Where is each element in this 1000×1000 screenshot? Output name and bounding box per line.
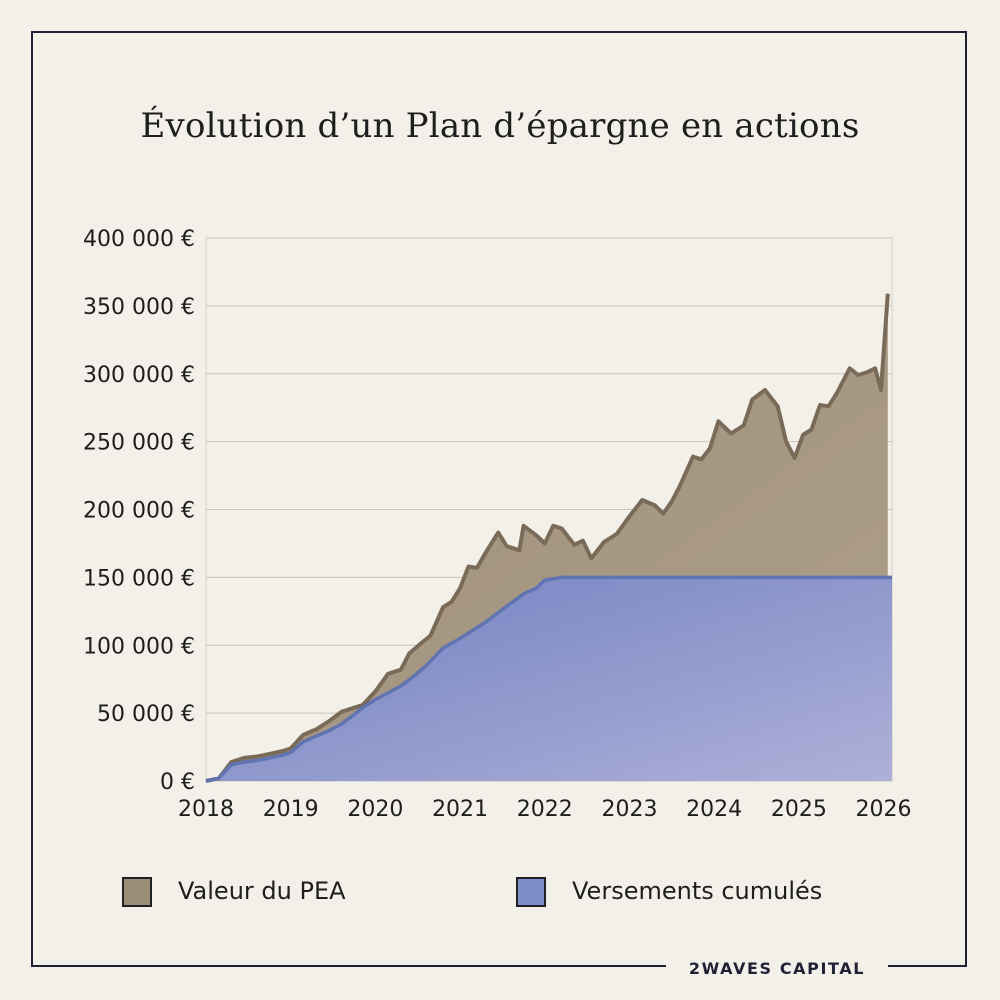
x-tick-label: 2026 — [856, 797, 912, 822]
y-tick-label: 0 € — [160, 770, 195, 795]
x-tick-label: 2024 — [686, 797, 742, 822]
y-tick-label: 200 000 € — [83, 499, 195, 524]
chart-frame — [31, 31, 967, 967]
brand-name: 2WAVES CAPITAL — [688, 959, 866, 978]
x-tick-label: 2019 — [263, 797, 319, 822]
y-tick-label: 50 000 € — [97, 702, 195, 727]
legend-label-valeur: Valeur du PEA — [178, 877, 346, 905]
x-tick-label: 2025 — [771, 797, 827, 822]
x-tick-label: 2018 — [178, 797, 234, 822]
brand-footer: 2WAVES CAPITAL — [666, 955, 888, 983]
areas — [205, 293, 892, 783]
series-line-valeur — [205, 293, 890, 783]
legend-swatch-versements-icon — [516, 877, 546, 907]
y-tick-label: 350 000 € — [83, 295, 195, 320]
y-tick-label: 250 000 € — [83, 431, 195, 456]
y-tick-label: 100 000 € — [83, 634, 195, 659]
x-tick-label: 2023 — [601, 797, 657, 822]
x-tick-label: 2021 — [432, 797, 488, 822]
series-line-versements — [205, 575, 892, 783]
series-area-versements — [206, 577, 892, 781]
legend-label-versements: Versements cumulés — [572, 877, 823, 905]
y-tick-label: 400 000 € — [83, 227, 195, 252]
y-tick-label: 150 000 € — [83, 566, 195, 591]
x-tick-label: 2020 — [347, 797, 403, 822]
y-tick-label: 300 000 € — [83, 363, 195, 388]
x-tick-label: 2022 — [517, 797, 573, 822]
chart-title: Évolution d’un Plan d’épargne en actions — [140, 106, 860, 146]
axes: 0 € 50 000 € 100 000 € 150 000 € 200 000 € 25… — [83, 227, 911, 822]
legend-swatch-valeur-icon — [122, 877, 152, 907]
